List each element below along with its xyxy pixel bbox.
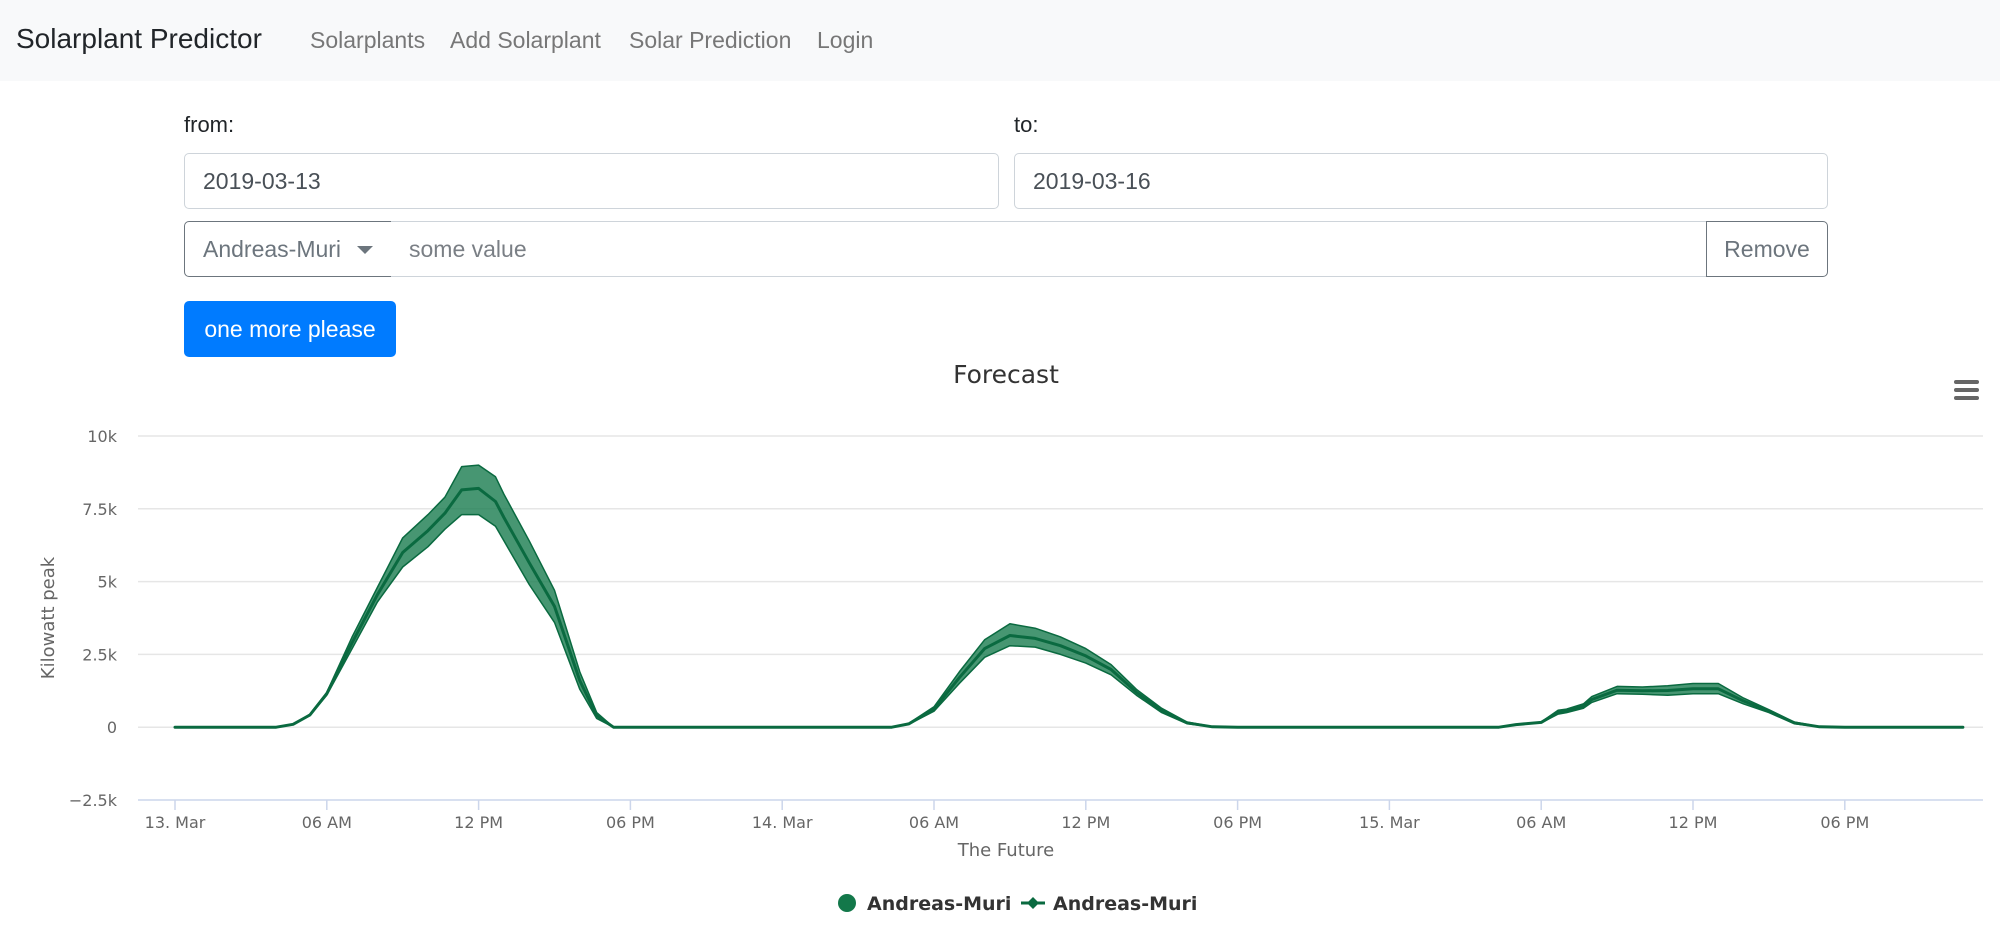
x-tick-label: 06 AM xyxy=(302,813,352,832)
from-date-input[interactable] xyxy=(184,153,999,209)
legend: Andreas-Muri Andreas-Muri xyxy=(838,893,1197,915)
chart-title: Forecast xyxy=(953,360,1059,389)
y-tick-label: 2.5k xyxy=(82,645,117,664)
y-tick-label: 5k xyxy=(98,573,118,592)
to-label: to: xyxy=(1014,112,1039,137)
y-tick-label: −2.5k xyxy=(69,791,118,810)
x-tick-label: 06 PM xyxy=(1820,813,1869,832)
nav-link-login[interactable]: Login xyxy=(817,27,874,53)
y-tick-label: 10k xyxy=(87,427,117,446)
y-tick-label: 7.5k xyxy=(82,500,117,519)
x-axis-title: The Future xyxy=(957,840,1055,861)
y-tick-label: 0 xyxy=(107,718,117,737)
legend-item-range[interactable]: Andreas-Muri xyxy=(838,893,1011,915)
plant-select-label: Andreas-Muri xyxy=(203,235,342,262)
legend-diamond-marker xyxy=(1027,897,1039,909)
legend-circle-marker xyxy=(838,894,856,912)
nav-link-solarplants[interactable]: Solarplants xyxy=(310,27,426,53)
brand-link[interactable]: Solarplant Predictor xyxy=(16,23,262,54)
add-plant-button[interactable]: one more please xyxy=(184,301,396,357)
hamburger-menu-icon[interactable] xyxy=(1950,360,1982,400)
x-axis-ticks: 13. Mar 06 AM 12 PM 06 PM 14. Mar 06 AM 12 PM 0… xyxy=(145,800,1869,832)
grid-lines xyxy=(138,435,1983,801)
x-tick-label: 06 AM xyxy=(1516,813,1566,832)
x-tick-label: 06 PM xyxy=(1213,813,1262,832)
x-tick-label: 12 PM xyxy=(454,813,503,832)
from-label: from: xyxy=(184,112,235,137)
x-tick-label: 14. Mar xyxy=(752,813,813,832)
nav-link-add-solarplant[interactable]: Add Solarplant xyxy=(450,27,601,53)
x-tick-label: 12 PM xyxy=(1669,813,1718,832)
forecast-chart: Forecast −2.5k 0 2.5k 5k 7.5k 10k 13. Mar 06 A… xyxy=(38,360,1983,915)
to-date-input[interactable] xyxy=(1014,153,1828,209)
forecast-line xyxy=(173,486,1965,729)
x-tick-label: 15. Mar xyxy=(1359,813,1420,832)
legend-label-range: Andreas-Muri xyxy=(867,893,1011,915)
plant-value-input[interactable] xyxy=(391,221,1707,277)
plot-area xyxy=(173,464,1965,729)
x-tick-label: 06 PM xyxy=(606,813,655,832)
legend-item-line[interactable]: Andreas-Muri xyxy=(1021,893,1197,915)
caret-down-icon xyxy=(357,246,373,254)
x-tick-label: 06 AM xyxy=(909,813,959,832)
navbar: Solarplant Predictor Solarplants Add Sol… xyxy=(0,0,2000,81)
x-tick-label: 13. Mar xyxy=(145,813,206,832)
legend-label-line: Andreas-Muri xyxy=(1053,893,1197,915)
plant-select-dropdown[interactable]: Andreas-Muri xyxy=(184,221,392,277)
y-axis-title: Kilowatt peak xyxy=(38,556,59,679)
x-tick-label: 12 PM xyxy=(1061,813,1110,832)
y-axis-ticks: −2.5k 0 2.5k 5k 7.5k 10k xyxy=(69,427,118,810)
nav-link-solar-prediction[interactable]: Solar Prediction xyxy=(629,27,792,53)
remove-button[interactable]: Remove xyxy=(1706,221,1828,277)
